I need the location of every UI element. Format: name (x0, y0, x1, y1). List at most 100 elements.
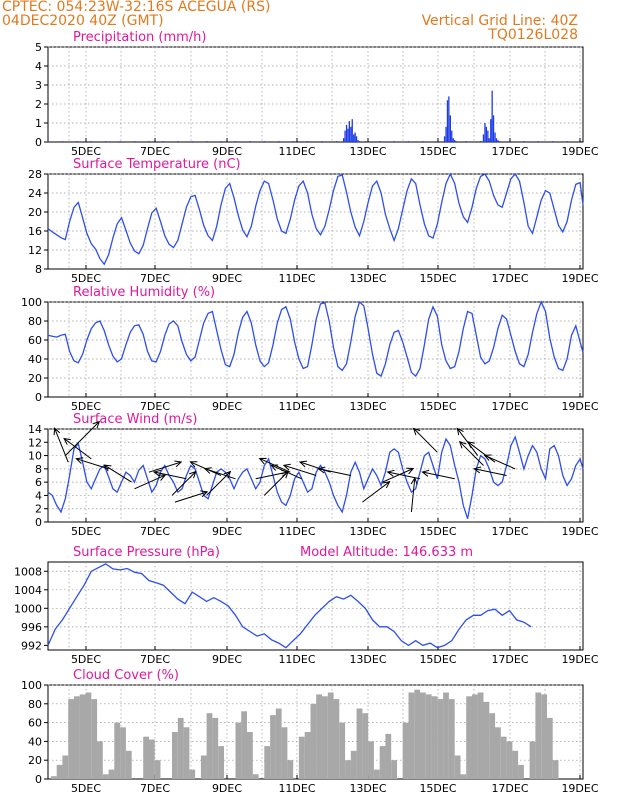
pressure-xtick-label: 13DEC (349, 653, 386, 666)
cloud-bar (264, 746, 271, 779)
pressure-series-line (47, 563, 532, 649)
precip-bar (351, 119, 353, 142)
wind-vector-head (63, 437, 71, 445)
cloud-bar (443, 692, 449, 779)
precip-bar (348, 121, 350, 142)
pressure-annotation: Model Altitude: 146.633 m (300, 545, 473, 560)
precip-bar (162, 141, 164, 142)
precip-bar (566, 141, 568, 142)
wind-xtick-label: 17DEC (491, 525, 528, 538)
cloud-bar (500, 736, 507, 779)
wind-vector-head (317, 466, 326, 474)
rh-xtick-label: 9DEC (212, 400, 242, 413)
cloud-xtick-label: 11DEC (278, 782, 315, 795)
wind-vector-head (75, 457, 84, 464)
pressure-ytick-label: 1008 (14, 565, 42, 578)
wind-vector (459, 441, 484, 466)
temp-ytick-label: 12 (28, 244, 42, 257)
wind-vector (171, 471, 197, 496)
pressure-ytick-label: 1000 (14, 602, 42, 615)
precip-xtick-label: 7DEC (140, 145, 170, 158)
cloud-bar (483, 701, 490, 779)
cloud-bar (448, 699, 455, 779)
precip-ytick-label: 0 (35, 136, 42, 149)
cloud-bar (247, 732, 253, 779)
wind-vector (387, 471, 421, 480)
cloud-bar (310, 703, 317, 779)
cloud-ytick-label: 20 (28, 754, 42, 767)
precip-xtick-label: 11DEC (278, 145, 315, 158)
wind-vector (134, 474, 166, 490)
temp-xtick-label: 19DEC (561, 272, 598, 285)
cloud-bar (518, 764, 524, 779)
wind-xtick-label: 7DEC (140, 525, 170, 538)
cloud-bar (414, 689, 421, 779)
precip-frame (47, 46, 584, 143)
precip-bar (497, 140, 499, 142)
precip-bar (523, 141, 525, 142)
temp-series-line (47, 172, 584, 266)
cloud-bar (148, 739, 155, 779)
cloud-bar (466, 696, 472, 779)
precip-xtick-label: 19DEC (561, 145, 598, 158)
wind-ytick-label: 14 (28, 423, 42, 436)
temp-xtick-label: 7DEC (140, 272, 170, 285)
wind-vector-head (189, 461, 198, 468)
precip-bar (480, 141, 482, 142)
precip-bar (485, 126, 487, 142)
wind-vector (467, 441, 496, 463)
precip-bar (347, 128, 349, 142)
cloud-bar (252, 774, 259, 779)
cloud-bar (391, 760, 397, 779)
wind-vector-head (458, 440, 467, 449)
wind-ytick-label: 6 (35, 476, 42, 489)
precip-bar (508, 141, 511, 142)
cloud-bar (108, 769, 115, 779)
cloud-bar (275, 708, 282, 779)
rh-title: Relative Humidity (%) (73, 285, 215, 300)
cloud-bar (339, 722, 346, 779)
cloud-bar (345, 760, 351, 779)
cloud-bar (420, 692, 426, 779)
rh-xtick-label: 15DEC (419, 400, 456, 413)
cloud-bar (529, 741, 536, 779)
precip-bar (76, 141, 78, 142)
precip-bar (292, 141, 294, 142)
wind-ytick-label: 2 (35, 503, 42, 516)
wind-vector-head (406, 467, 415, 475)
precip-bar (220, 141, 222, 142)
precip-bar (448, 96, 450, 142)
wind-vector (474, 468, 507, 476)
wind-vector (422, 471, 455, 480)
precip-bar (263, 141, 265, 142)
precip-ytick-label: 4 (35, 60, 42, 73)
cloud-xtick-label: 7DEC (140, 782, 170, 795)
cloud-bar (368, 741, 374, 779)
precip-bar (47, 141, 49, 142)
cloud-bar (241, 711, 247, 779)
pressure-title: Surface Pressure (hPa) (73, 545, 220, 560)
wind-vector (64, 421, 100, 456)
precip-bar (422, 141, 424, 142)
wind-vector (63, 438, 92, 460)
precip-ytick-label: 3 (35, 79, 42, 92)
rh-xtick-label: 7DEC (140, 400, 170, 413)
wind-xtick-label: 19DEC (561, 525, 598, 538)
cloud-bar (546, 717, 553, 779)
cloud-bar (350, 750, 357, 779)
precip-bar (354, 132, 356, 142)
wind-vector (206, 471, 231, 496)
temp-xtick-label: 11DEC (278, 272, 315, 285)
cloud-xtick-label: 17DEC (491, 782, 528, 795)
precip-bar (249, 141, 251, 142)
cloud-xtick-label: 13DEC (349, 782, 386, 795)
cloud-bar (218, 746, 224, 779)
precip-bar (278, 141, 280, 142)
rh-xtick-label: 13DEC (349, 400, 386, 413)
pressure-xtick-label: 17DEC (491, 653, 528, 666)
cloud-bar (200, 755, 207, 779)
cloud-bar (172, 732, 178, 779)
precip-ytick-label: 5 (35, 41, 42, 54)
precip-bar (343, 138, 345, 142)
rh-series-line (47, 300, 584, 378)
